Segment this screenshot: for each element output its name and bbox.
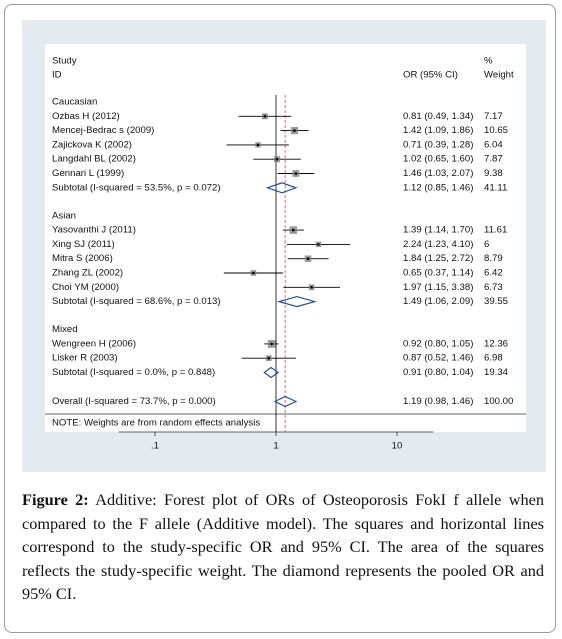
effect-label: 0.81 (0.49, 1.34) [403, 111, 473, 122]
study-point [267, 356, 270, 360]
row-label: Subtotal (I-squared = 68.6%, p = 0.013) [52, 296, 221, 307]
study-point [263, 115, 267, 118]
study-point [306, 257, 310, 261]
weight-label: 39.55 [484, 296, 508, 307]
weight-label: 8.79 [484, 253, 503, 264]
row-label: Mencej-Bedrac s (2009) [52, 125, 154, 136]
effect-label: 1.19 (0.98, 1.46) [403, 396, 473, 407]
weight-label: 9.38 [484, 168, 503, 179]
caption-text: Additive: Forest plot of ORs of Osteopor… [22, 490, 544, 603]
effect-label: 1.39 (1.14, 1.70) [403, 225, 473, 236]
effect-label: 1.49 (1.06, 2.09) [403, 296, 473, 307]
caption-label: Figure 2: [22, 490, 89, 509]
row-label: Gennari L (1999) [52, 168, 124, 179]
pooled-diamond [265, 182, 298, 194]
weight-label: 7.87 [484, 154, 503, 165]
x-tick-label: 10 [392, 441, 403, 452]
study-point [252, 271, 255, 275]
study-point [256, 143, 260, 147]
weight-label: 6.42 [484, 268, 503, 279]
effect-label: 1.12 (0.85, 1.46) [403, 182, 473, 193]
row-label: Subtotal (I-squared = 0.0%, p = 0.848) [52, 367, 215, 378]
study-point [270, 342, 273, 346]
weight-label: 6.98 [484, 353, 503, 364]
header-id: ID [52, 70, 62, 81]
pooled-diamond [273, 395, 298, 408]
study-point [292, 228, 295, 232]
row-label: Mitra S (2006) [52, 253, 113, 264]
row-label: Langdahl BL (2002) [52, 154, 136, 165]
row-label: Choi YM (2000) [52, 282, 119, 293]
effect-label: 0.87 (0.52, 1.46) [403, 353, 473, 364]
header-study: Study [52, 56, 77, 67]
weight-label: 11.61 [484, 225, 507, 236]
row-label: Zajickova K (2002) [52, 139, 132, 150]
effect-label: 1.02 (0.65, 1.60) [403, 154, 473, 165]
study-point [293, 129, 296, 132]
row-label: Zhang ZL (2002) [52, 268, 123, 279]
header-effect: OR (95% CI) [403, 70, 458, 81]
effect-label: 1.97 (1.15, 3.38) [403, 282, 473, 293]
x-tick-label: 1 [273, 441, 278, 452]
weight-label: 7.17 [484, 111, 503, 122]
group-label: Caucasian [52, 97, 97, 108]
header-pct: % [484, 56, 493, 67]
effect-label: 0.91 (0.80, 1.04) [403, 367, 473, 378]
effect-label: 1.42 (1.09, 1.86) [403, 125, 473, 136]
row-label: Subtotal (I-squared = 53.5%, p = 0.072) [52, 182, 221, 193]
row-label: Lisker R (2003) [52, 353, 118, 364]
row-label: Xing SJ (2011) [52, 239, 115, 250]
row-label: Overall (I-squared = 73.7%, p = 0.000) [52, 396, 216, 407]
effect-label: 2.24 (1.23, 4.10) [403, 239, 473, 250]
study-point [317, 243, 320, 246]
study-point [275, 157, 279, 161]
weight-label: 6.04 [484, 139, 503, 150]
weight-label: 6 [484, 239, 489, 250]
header-weight: Weight [484, 70, 514, 81]
x-tick-label: .1 [151, 441, 159, 452]
study-point [294, 172, 298, 175]
study-point [310, 286, 313, 289]
chart: Study ID OR (95% CI) % Weight NOTE: Weig… [22, 20, 546, 472]
caption: Figure 2: Additive: Forest plot of ORs o… [22, 488, 544, 606]
effect-label: 1.84 (1.25, 2.72) [403, 253, 473, 264]
pooled-diamond [263, 366, 280, 379]
effect-label: 0.65 (0.37, 1.14) [403, 268, 473, 279]
effect-label: 1.46 (1.03, 2.07) [403, 168, 473, 179]
weight-label: 12.36 [484, 338, 508, 349]
figure-frame [4, 4, 556, 633]
note: NOTE: Weights are from random effects an… [52, 418, 260, 429]
weight-label: 19.34 [484, 367, 509, 378]
weight-label: 10.65 [484, 125, 508, 136]
row-label: Ozbas H (2012) [52, 111, 120, 122]
row-label: Wengreen H (2006) [52, 338, 136, 349]
weight-label: 41.11 [484, 182, 507, 193]
weight-label: 100.00 [484, 396, 513, 407]
weight-label: 6.73 [484, 282, 503, 293]
effect-label: 0.71 (0.39, 1.28) [403, 139, 473, 150]
effect-label: 0.92 (0.80, 1.05) [403, 338, 473, 349]
group-label: Mixed [52, 324, 78, 335]
pooled-diamond [276, 295, 317, 308]
group-label: Asian [52, 210, 76, 221]
row-label: Yasovanthi J (2011) [52, 225, 136, 236]
